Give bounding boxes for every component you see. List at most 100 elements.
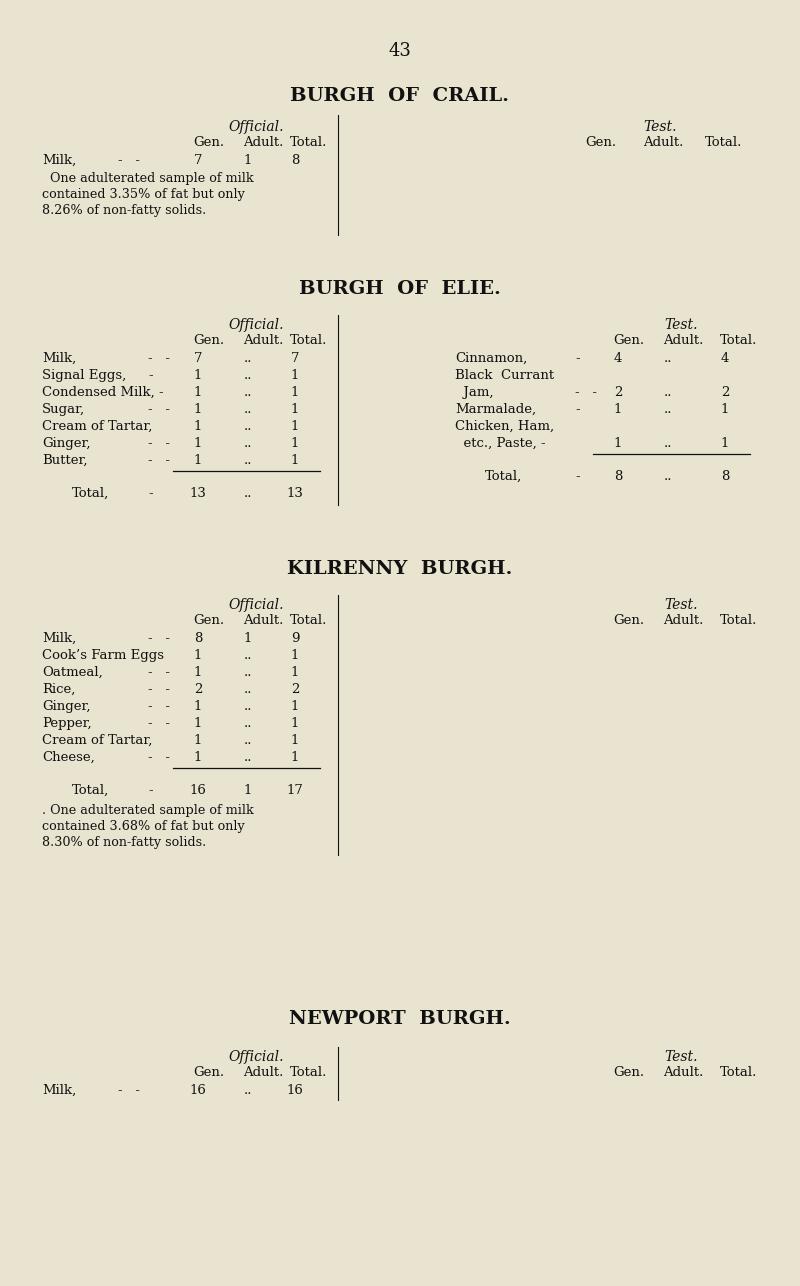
Text: ..: .. <box>244 437 252 450</box>
Text: 1: 1 <box>194 700 202 712</box>
Text: Marmalade,: Marmalade, <box>455 403 536 415</box>
Text: 1: 1 <box>291 437 299 450</box>
Text: Total.: Total. <box>720 334 758 347</box>
Text: 1: 1 <box>244 154 252 167</box>
Text: 16: 16 <box>286 1084 303 1097</box>
Text: 1: 1 <box>244 631 252 646</box>
Text: 1: 1 <box>194 437 202 450</box>
Text: NEWPORT  BURGH.: NEWPORT BURGH. <box>289 1010 511 1028</box>
Text: 8: 8 <box>721 469 729 484</box>
Text: ..: .. <box>664 403 672 415</box>
Text: 1: 1 <box>291 421 299 433</box>
Text: ..: .. <box>244 369 252 382</box>
Text: ..: .. <box>244 683 252 696</box>
Text: -   -: - - <box>148 631 170 646</box>
Text: Black  Currant: Black Currant <box>455 369 554 382</box>
Text: ..: .. <box>664 352 672 365</box>
Text: ..: .. <box>244 352 252 365</box>
Text: Total.: Total. <box>720 613 758 628</box>
Text: Milk,: Milk, <box>42 1084 76 1097</box>
Text: Chicken, Ham,: Chicken, Ham, <box>455 421 554 433</box>
Text: ..: .. <box>244 751 252 764</box>
Text: Ginger,: Ginger, <box>42 437 90 450</box>
Text: Official.: Official. <box>229 318 284 332</box>
Text: 1: 1 <box>291 403 299 415</box>
Text: 1: 1 <box>194 454 202 467</box>
Text: 8.26% of non-fatty solids.: 8.26% of non-fatty solids. <box>42 204 206 217</box>
Text: 1: 1 <box>194 403 202 415</box>
Text: Sugar,: Sugar, <box>42 403 85 415</box>
Text: Gen.: Gen. <box>193 613 224 628</box>
Text: -   -: - - <box>148 454 170 467</box>
Text: 1: 1 <box>291 666 299 679</box>
Text: -   -: - - <box>148 437 170 450</box>
Text: 4: 4 <box>614 352 622 365</box>
Text: -: - <box>148 784 153 797</box>
Text: Total,: Total, <box>72 784 110 797</box>
Text: 2: 2 <box>721 386 729 399</box>
Text: Gen.: Gen. <box>613 613 644 628</box>
Text: 2: 2 <box>614 386 622 399</box>
Text: Cheese,: Cheese, <box>42 751 94 764</box>
Text: BURGH  OF  ELIE.: BURGH OF ELIE. <box>299 280 501 298</box>
Text: -: - <box>575 469 580 484</box>
Text: -   -: - - <box>148 683 170 696</box>
Text: Ginger,: Ginger, <box>42 700 90 712</box>
Text: ..: .. <box>244 734 252 747</box>
Text: -   -: - - <box>148 718 170 730</box>
Text: 1: 1 <box>614 403 622 415</box>
Text: ..: .. <box>244 1084 252 1097</box>
Text: Test.: Test. <box>665 598 698 612</box>
Text: 1: 1 <box>194 718 202 730</box>
Text: ..: .. <box>244 700 252 712</box>
Text: ..: .. <box>664 437 672 450</box>
Text: -   -: - - <box>575 386 597 399</box>
Text: 43: 43 <box>389 42 411 60</box>
Text: ..: .. <box>664 386 672 399</box>
Text: ..: .. <box>244 403 252 415</box>
Text: Gen.: Gen. <box>193 1066 224 1079</box>
Text: 8: 8 <box>291 154 299 167</box>
Text: 1: 1 <box>194 734 202 747</box>
Text: 1: 1 <box>291 454 299 467</box>
Text: etc., Paste, -: etc., Paste, - <box>455 437 546 450</box>
Text: 1: 1 <box>291 718 299 730</box>
Text: 7: 7 <box>194 154 202 167</box>
Text: 8: 8 <box>614 469 622 484</box>
Text: Gen.: Gen. <box>585 136 616 149</box>
Text: Gen.: Gen. <box>613 334 644 347</box>
Text: Total.: Total. <box>290 136 327 149</box>
Text: 4: 4 <box>721 352 729 365</box>
Text: Cream of Tartar,: Cream of Tartar, <box>42 421 152 433</box>
Text: 9: 9 <box>290 631 299 646</box>
Text: Gen.: Gen. <box>613 1066 644 1079</box>
Text: 16: 16 <box>190 784 206 797</box>
Text: 13: 13 <box>190 487 206 500</box>
Text: -   -: - - <box>148 666 170 679</box>
Text: Total,: Total, <box>485 469 522 484</box>
Text: 1: 1 <box>291 369 299 382</box>
Text: -: - <box>148 487 153 500</box>
Text: Test.: Test. <box>643 120 677 134</box>
Text: Test.: Test. <box>665 318 698 332</box>
Text: Oatmeal,: Oatmeal, <box>42 666 102 679</box>
Text: Total.: Total. <box>290 613 327 628</box>
Text: Total.: Total. <box>720 1066 758 1079</box>
Text: Official.: Official. <box>229 598 284 612</box>
Text: 1: 1 <box>194 649 202 662</box>
Text: -   -: - - <box>148 751 170 764</box>
Text: Adult.: Adult. <box>663 613 703 628</box>
Text: Adult.: Adult. <box>663 1066 703 1079</box>
Text: Adult.: Adult. <box>243 136 283 149</box>
Text: ..: .. <box>244 649 252 662</box>
Text: -   -: - - <box>148 403 170 415</box>
Text: Adult.: Adult. <box>243 1066 283 1079</box>
Text: Milk,: Milk, <box>42 154 76 167</box>
Text: ..: .. <box>244 454 252 467</box>
Text: -: - <box>575 403 580 415</box>
Text: Official.: Official. <box>229 120 284 134</box>
Text: 2: 2 <box>291 683 299 696</box>
Text: 1: 1 <box>291 734 299 747</box>
Text: Total.: Total. <box>705 136 742 149</box>
Text: Total.: Total. <box>290 1066 327 1079</box>
